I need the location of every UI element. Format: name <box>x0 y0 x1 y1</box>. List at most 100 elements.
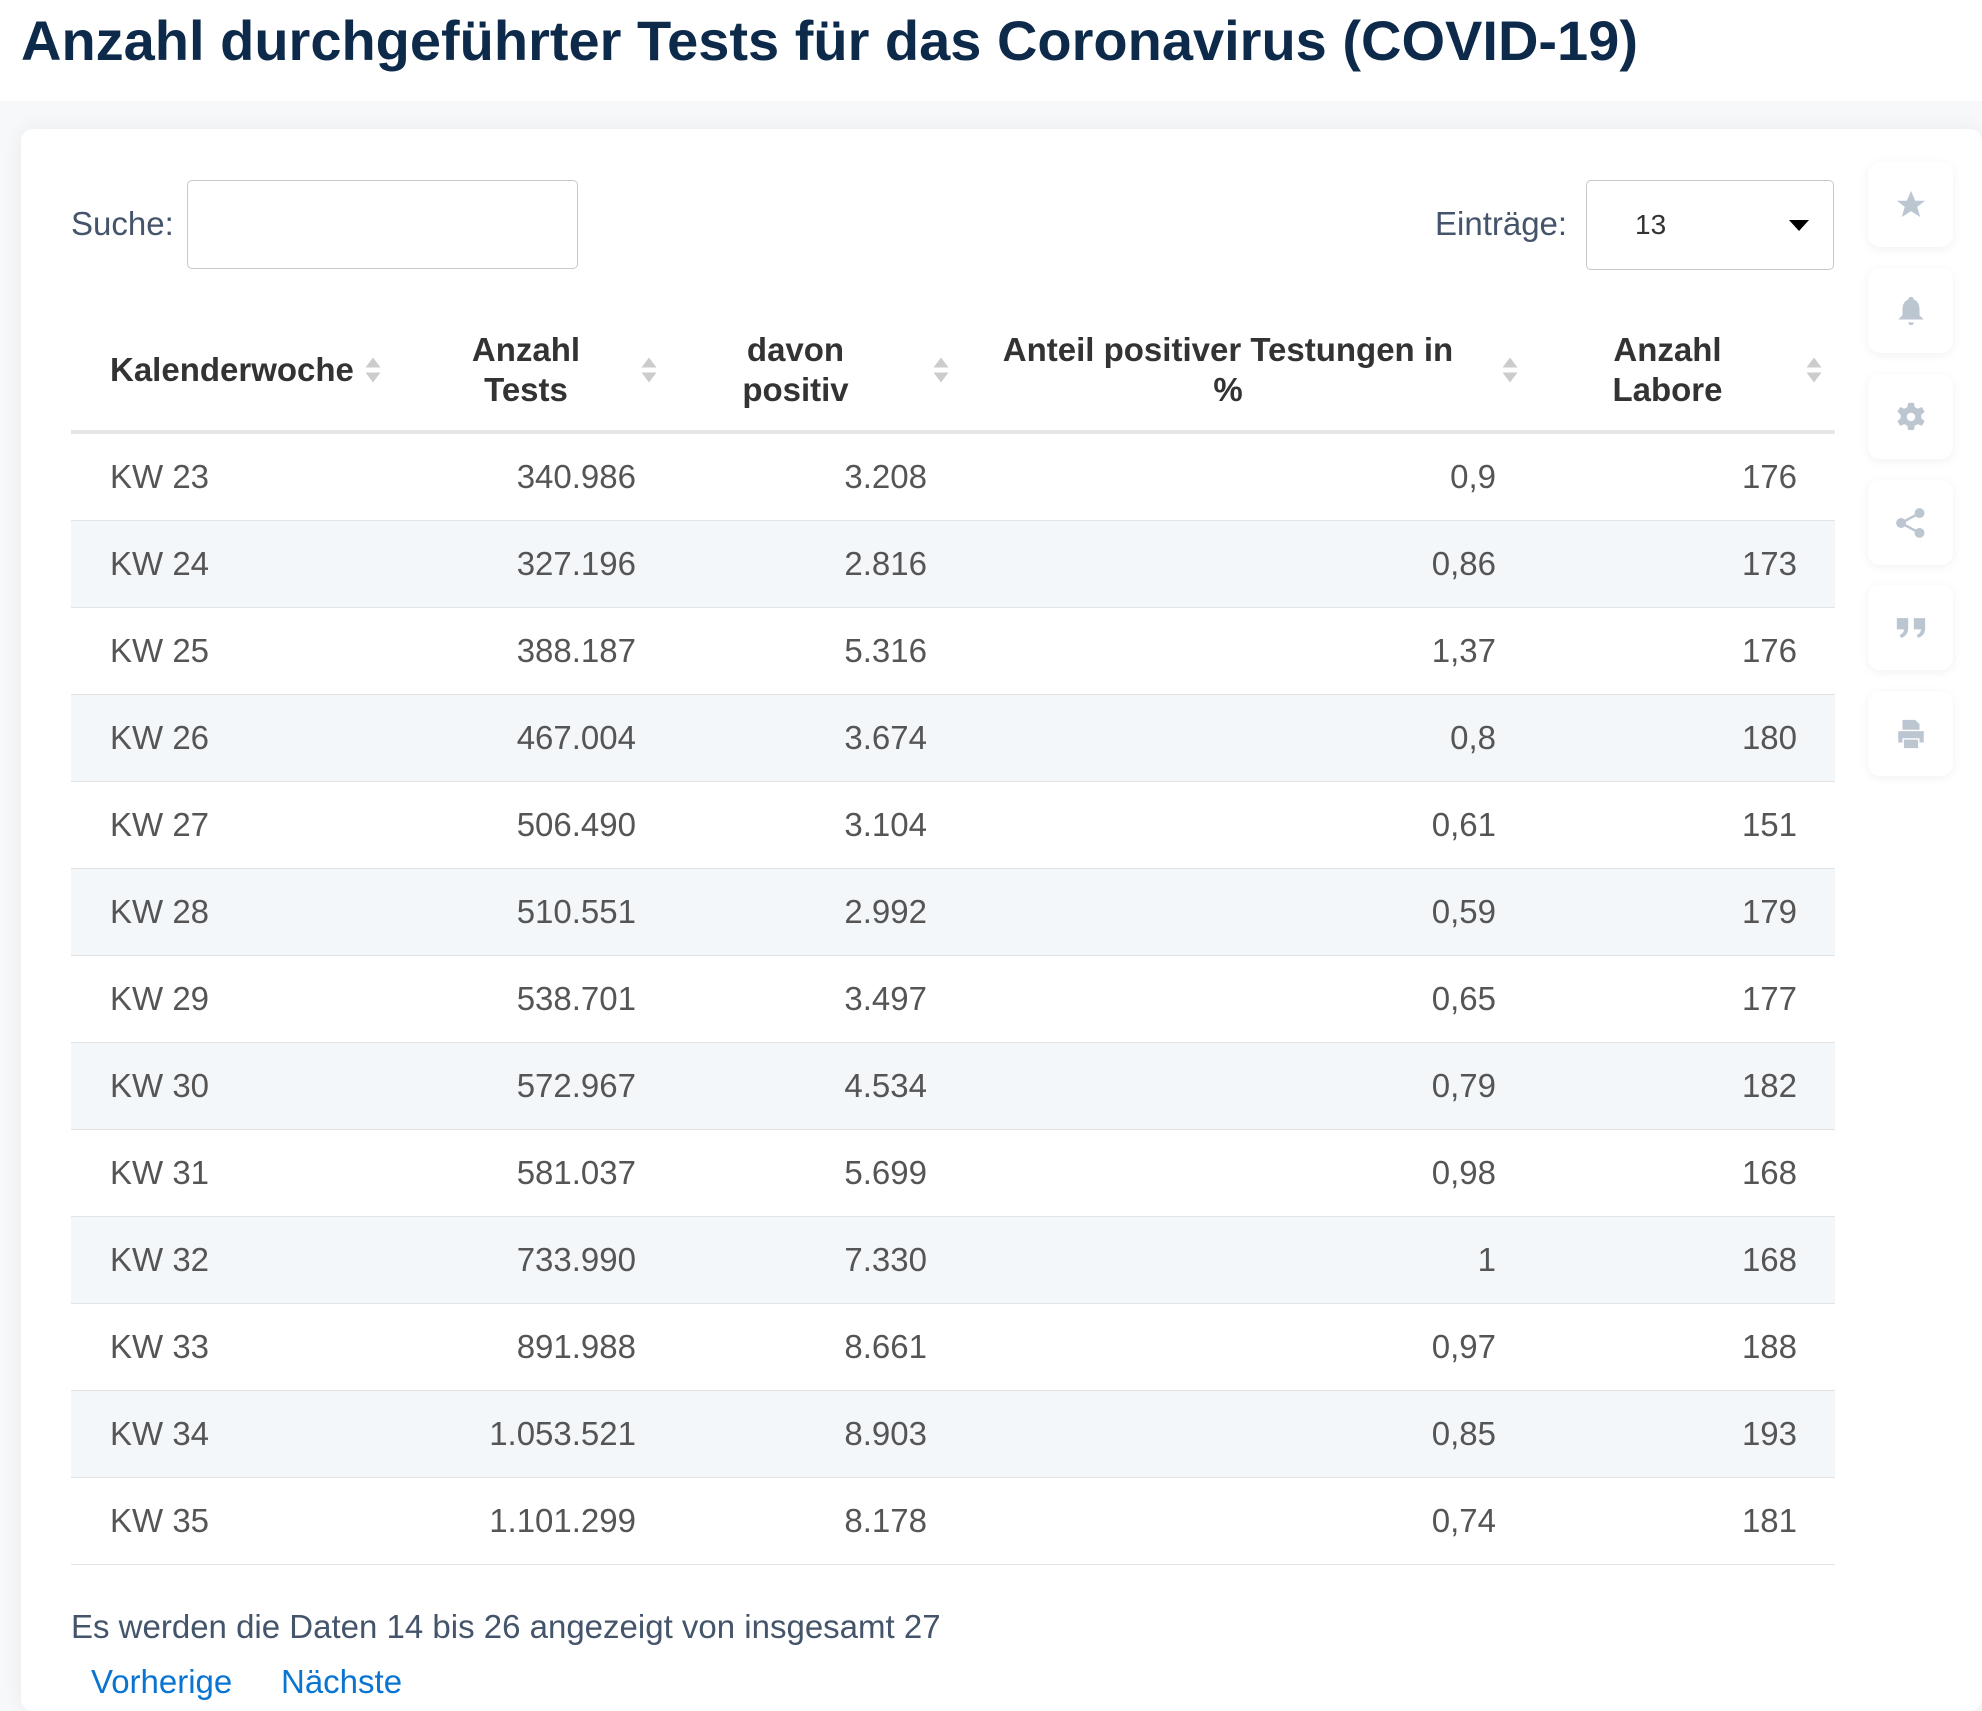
table-cell: 168 <box>1530 1216 1835 1304</box>
table-cell: 179 <box>1530 868 1835 956</box>
settings-button[interactable] <box>1868 374 1953 459</box>
table-cell: 0,86 <box>961 520 1530 608</box>
table-row: KW 25 388.187 5.316 1,37 176 <box>71 607 1835 695</box>
table-cell: KW 23 <box>71 432 392 521</box>
header-label: Anzahl Labore <box>1612 331 1723 408</box>
table-cell: 3.497 <box>670 955 961 1043</box>
table-cell: 0,9 <box>961 432 1530 521</box>
gear-icon <box>1896 402 1925 430</box>
share-button[interactable] <box>1868 480 1953 565</box>
table-cell: 506.490 <box>392 781 670 869</box>
table-cell: 188 <box>1530 1303 1835 1391</box>
print-button[interactable] <box>1868 691 1953 776</box>
share-icon <box>1895 507 1924 538</box>
table-row: KW 30 572.967 4.534 0,79 182 <box>71 1042 1835 1130</box>
table-cell: 4.534 <box>670 1042 961 1130</box>
table-cell: 177 <box>1530 955 1835 1043</box>
cite-button[interactable] <box>1868 585 1953 670</box>
table-cell: 538.701 <box>392 955 670 1043</box>
column-header-anzahl-labore[interactable]: Anzahl Labore <box>1530 310 1835 434</box>
column-header-anteil-positiv[interactable]: Anteil positiver Testungen in % <box>961 310 1530 434</box>
table-cell: KW 24 <box>71 520 392 608</box>
table-cell: 510.551 <box>392 868 670 956</box>
table-row: KW 28 510.551 2.992 0,59 179 <box>71 868 1835 956</box>
entries-select[interactable]: 13 <box>1586 180 1834 270</box>
table-cell: KW 32 <box>71 1216 392 1304</box>
table-cell: KW 27 <box>71 781 392 869</box>
table-cell: 891.988 <box>392 1303 670 1391</box>
search-input[interactable] <box>187 180 578 269</box>
table-cell: 193 <box>1530 1390 1835 1478</box>
table-cell: KW 35 <box>71 1477 392 1565</box>
table-cell: 1 <box>961 1216 1530 1304</box>
previous-page-link[interactable]: Vorherige <box>91 1663 233 1700</box>
table-row: KW 35 1.101.299 8.178 0,74 181 <box>71 1477 1835 1565</box>
table-row: KW 26 467.004 3.674 0,8 180 <box>71 694 1835 782</box>
table-cell: 2.816 <box>670 520 961 608</box>
table-cell: 0,8 <box>961 694 1530 782</box>
page-title: Anzahl durchgeführter Tests für das Coro… <box>21 9 1638 72</box>
table-cell: 0,59 <box>961 868 1530 956</box>
star-icon <box>1896 190 1925 217</box>
header-label: Anzahl Tests <box>471 331 581 408</box>
table-cell: 572.967 <box>392 1042 670 1130</box>
table-cell: KW 25 <box>71 607 392 695</box>
table-row: KW 24 327.196 2.816 0,86 173 <box>71 520 1835 608</box>
table-cell: 0,85 <box>961 1390 1530 1478</box>
table-cell: 151 <box>1530 781 1835 869</box>
header-label: Anteil positiver Testungen in % <box>1002 331 1454 408</box>
entries-value: 13 <box>1635 209 1667 240</box>
table-cell: 3.674 <box>670 694 961 782</box>
table-cell: 0,97 <box>961 1303 1530 1391</box>
table-cell: 467.004 <box>392 694 670 782</box>
table-cell: 5.316 <box>670 607 961 695</box>
table-cell: KW 28 <box>71 868 392 956</box>
table-row: KW 32 733.990 7.330 1 168 <box>71 1216 1835 1304</box>
table-cell: 581.037 <box>392 1129 670 1217</box>
table-cell: 0,98 <box>961 1129 1530 1217</box>
table-cell: 388.187 <box>392 607 670 695</box>
table-cell: 176 <box>1530 607 1835 695</box>
quote-icon <box>1896 617 1925 638</box>
table-cell: 5.699 <box>670 1129 961 1217</box>
sort-icon <box>1502 357 1518 383</box>
table-cell: 8.178 <box>670 1477 961 1565</box>
table-cell: 733.990 <box>392 1216 670 1304</box>
table-cell: KW 30 <box>71 1042 392 1130</box>
table-cell: KW 29 <box>71 955 392 1043</box>
table-cell: 8.661 <box>670 1303 961 1391</box>
table-cell: 176 <box>1530 432 1835 521</box>
column-header-anzahl-tests[interactable]: Anzahl Tests <box>392 310 670 434</box>
table-cell: KW 34 <box>71 1390 392 1478</box>
column-header-kalenderwoche[interactable]: Kalenderwoche <box>71 310 392 434</box>
data-table: Kalenderwoche Anzahl Tests davon positiv… <box>71 310 1835 1565</box>
table-cell: 1.053.521 <box>392 1390 670 1478</box>
table-cell: 182 <box>1530 1042 1835 1130</box>
table-cell: 340.986 <box>392 432 670 521</box>
table-cell: 0,65 <box>961 955 1530 1043</box>
notify-button[interactable] <box>1868 268 1953 353</box>
table-cell: 1.101.299 <box>392 1477 670 1565</box>
column-header-davon-positiv[interactable]: davon positiv <box>670 310 961 434</box>
table-row: KW 29 538.701 3.497 0,65 177 <box>71 955 1835 1043</box>
table-cell: 0,61 <box>961 781 1530 869</box>
table-cell: 180 <box>1530 694 1835 782</box>
table-cell: 173 <box>1530 520 1835 608</box>
favorite-button[interactable] <box>1868 162 1953 247</box>
next-page-link[interactable]: Nächste <box>281 1663 403 1700</box>
search-label: Suche: <box>71 205 174 242</box>
table-cell: KW 26 <box>71 694 392 782</box>
sort-icon <box>1806 357 1822 383</box>
table-cell: 0,74 <box>961 1477 1530 1565</box>
table-cell: KW 33 <box>71 1303 392 1391</box>
table-cell: 327.196 <box>392 520 670 608</box>
bell-icon <box>1897 296 1924 325</box>
caret-down-icon <box>1789 220 1809 231</box>
header-label: davon positiv <box>742 331 849 408</box>
table-cell: 2.992 <box>670 868 961 956</box>
sort-icon <box>365 357 381 383</box>
table-row: KW 27 506.490 3.104 0,61 151 <box>71 781 1835 869</box>
print-icon <box>1897 719 1924 748</box>
header-label: Kalenderwoche <box>110 351 354 388</box>
table-cell: 1,37 <box>961 607 1530 695</box>
